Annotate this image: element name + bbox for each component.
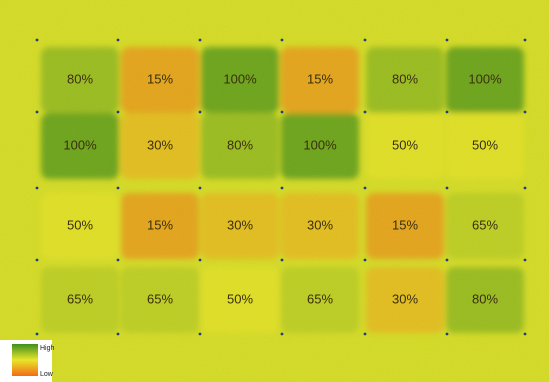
plot-marker <box>198 110 202 114</box>
plot-marker <box>35 332 39 336</box>
plot-label: 15% <box>307 71 333 86</box>
plot-label: 50% <box>392 137 418 152</box>
plot-marker <box>116 38 120 42</box>
plot-marker <box>445 332 449 336</box>
plot-marker <box>116 332 120 336</box>
plot-marker <box>445 258 449 262</box>
plot-marker <box>280 110 284 114</box>
plot-marker <box>280 38 284 42</box>
plot-label: 30% <box>147 137 173 152</box>
plot-label: 100% <box>468 71 502 86</box>
plot-label: 80% <box>472 291 498 306</box>
plot-marker <box>280 258 284 262</box>
plot-label: 65% <box>67 291 93 306</box>
plot-label: 80% <box>67 71 93 86</box>
legend-high-label: High <box>40 345 55 352</box>
plot-marker <box>523 38 527 42</box>
plot-marker <box>363 332 367 336</box>
plot-label: 30% <box>307 217 333 232</box>
plot-label: 80% <box>392 71 418 86</box>
plot-marker <box>363 186 367 190</box>
plot-marker <box>116 258 120 262</box>
plot-marker <box>35 38 39 42</box>
plot-label: 100% <box>63 137 97 152</box>
plot-label: 100% <box>223 71 257 86</box>
plot-marker <box>198 258 202 262</box>
plot-marker <box>35 110 39 114</box>
plot-marker <box>116 110 120 114</box>
plot-label: 65% <box>147 291 173 306</box>
plot-label: 80% <box>227 137 253 152</box>
plot-marker <box>445 110 449 114</box>
plot-marker <box>523 332 527 336</box>
legend-color-bar <box>12 344 38 376</box>
plot-marker <box>280 186 284 190</box>
plot-labels: 80% 15% 100% 15% 80% 100% 100% 30% 80% 100% 50% 50%… <box>63 71 502 306</box>
plot-markers <box>35 38 527 336</box>
plot-marker <box>280 332 284 336</box>
plot-marker <box>445 38 449 42</box>
plot-marker <box>198 38 202 42</box>
plot-label: 30% <box>227 217 253 232</box>
plot-label: 50% <box>227 291 253 306</box>
plot-label: 50% <box>472 137 498 152</box>
plot-label: 65% <box>307 291 333 306</box>
plot-label: 15% <box>392 217 418 232</box>
plot-marker <box>35 186 39 190</box>
plot-marker <box>198 186 202 190</box>
legend: High Low <box>0 340 55 382</box>
plot-marker <box>363 110 367 114</box>
plot-label: 65% <box>472 217 498 232</box>
plot-label: 30% <box>392 291 418 306</box>
plot-marker <box>523 258 527 262</box>
plot-marker <box>363 38 367 42</box>
plot-marker <box>445 186 449 190</box>
plot-label: 50% <box>67 217 93 232</box>
plot-label: 15% <box>147 217 173 232</box>
plot-label: 15% <box>147 71 173 86</box>
plot-marker <box>523 186 527 190</box>
plot-marker <box>35 258 39 262</box>
plot-marker <box>363 258 367 262</box>
plot-label: 100% <box>303 137 337 152</box>
plot-marker <box>523 110 527 114</box>
plot-marker <box>198 332 202 336</box>
legend-low-label: Low <box>40 371 54 378</box>
plot-marker <box>116 186 120 190</box>
